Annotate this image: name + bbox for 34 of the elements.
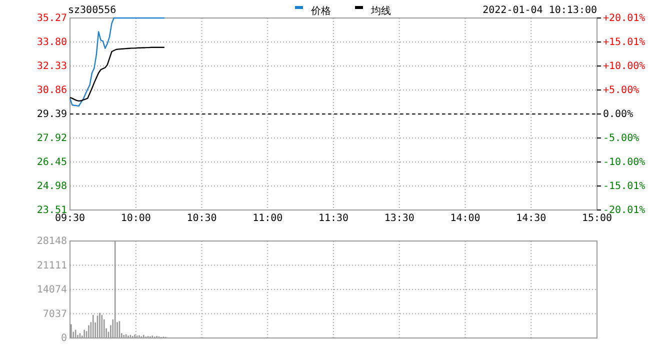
y2-tick-label: +5.00% <box>603 85 640 96</box>
x-tick-label: 14:30 <box>516 213 546 224</box>
chart-title: sz300556 <box>68 5 116 16</box>
x-tick-label: 10:30 <box>186 213 217 224</box>
x-tick-label: 13:30 <box>384 213 414 224</box>
y2-tick-label: -5.00% <box>603 133 640 144</box>
y-tick-label: 35.27 <box>36 13 67 24</box>
y2-tick-label: -10.00% <box>603 157 646 168</box>
y-tick-label: 14074 <box>36 284 67 296</box>
x-tick-label: 11:00 <box>252 213 283 224</box>
y2-tick-label: +10.00% <box>603 61 646 72</box>
y-tick-label: 24.98 <box>36 181 67 192</box>
text: 2022-01-04 10:13:00 <box>482 5 597 16</box>
legend-label: 均线 <box>370 5 391 17</box>
y2-tick-label: 0.00% <box>603 109 634 120</box>
y2-tick-label: +20.01% <box>603 13 646 24</box>
legend-label: 价格 <box>310 5 331 17</box>
y-tick-label: 29.39 <box>36 109 67 120</box>
line-series <box>69 46 166 102</box>
y-tick-label: 27.92 <box>36 133 67 144</box>
y2-tick-label: -15.01% <box>603 181 646 192</box>
y-tick-label: 21111 <box>36 260 67 272</box>
y-tick-label: 26.45 <box>36 157 67 168</box>
y2-tick-label: +15.01% <box>603 37 646 48</box>
x-tick-label: 11:30 <box>318 213 349 224</box>
x-tick-label: 14:00 <box>450 213 480 224</box>
y-tick-label: 7037 <box>42 308 67 320</box>
line-series <box>69 17 166 107</box>
y-tick-label: 0 <box>60 333 67 344</box>
x-tick-label: 10:00 <box>120 213 151 224</box>
y-tick-label: 32.33 <box>36 61 67 72</box>
y-tick-label: 30.86 <box>36 85 67 96</box>
y-tick-label: 28148 <box>36 236 67 248</box>
y-tick-label: 33.80 <box>36 37 67 48</box>
